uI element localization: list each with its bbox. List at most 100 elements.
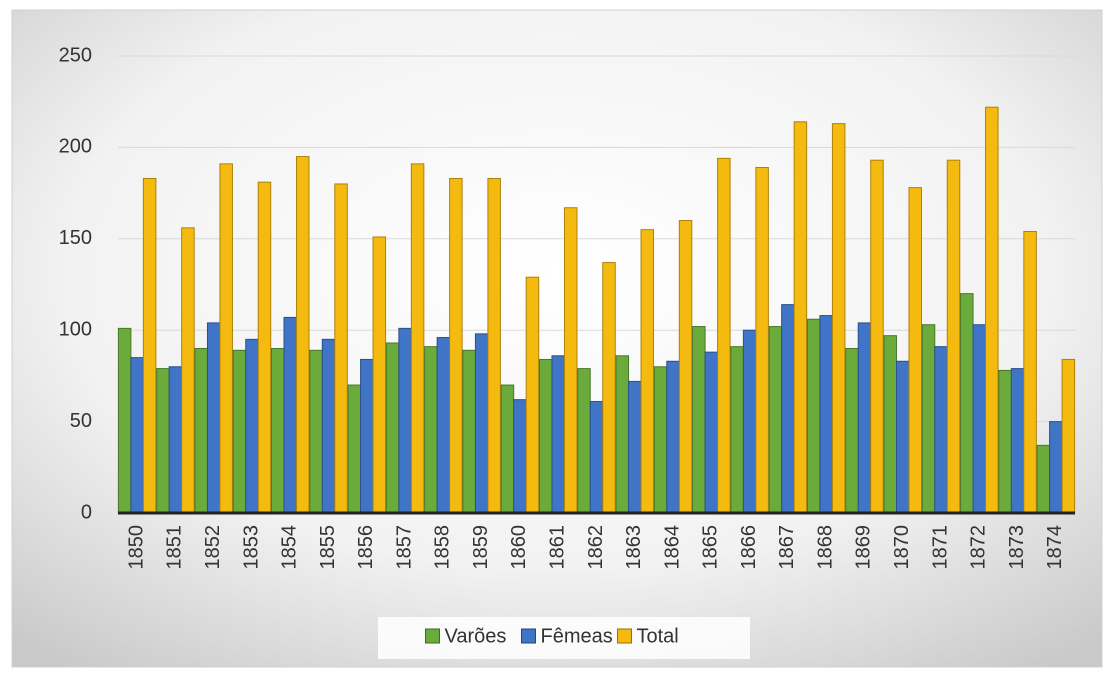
bar [921,324,936,514]
bar [309,349,323,514]
y-tick-label: 100 [59,318,92,340]
bar [181,227,195,514]
bar [360,358,374,514]
bar [934,346,948,514]
bar [857,322,872,514]
bar [424,346,438,514]
legend-swatch [425,628,440,644]
x-tick-label: 1861 [547,525,569,570]
bar [908,187,922,514]
x-tick-label: 1860 [508,525,530,570]
bar [781,304,795,514]
x-tick-label: 1854 [279,525,301,570]
x-tick-label: 1865 [700,525,722,570]
x-tick-label: 1852 [202,525,224,570]
bar [487,177,501,514]
legend-label: Fêmeas [541,625,613,647]
bar [831,123,846,514]
bar [372,236,387,514]
bar [436,337,451,514]
bar [845,347,859,514]
bar [883,335,897,514]
bar [283,316,298,514]
bar [563,207,578,514]
x-tick-label: 1871 [929,525,951,570]
bar [385,342,400,514]
bar [142,177,157,514]
x-tick-label: 1850 [125,525,147,570]
y-tick-label: 0 [81,501,92,523]
legend-label: Total [637,625,679,647]
x-tick-label: 1866 [738,525,760,570]
x-tick-label: 1870 [891,525,913,570]
x-tick-label: 1851 [164,525,186,570]
bar [551,355,565,514]
bar [525,276,540,514]
legend-swatch [617,628,632,644]
bar [347,384,362,514]
legend-label: Varões [445,625,507,647]
bar [985,106,999,514]
bar [398,327,412,514]
bar [117,327,132,514]
bar [704,351,719,514]
bar [156,368,170,514]
x-tick-label: 1853 [240,525,262,570]
bar [742,329,757,514]
bar [768,326,783,514]
y-tick-label: 250 [59,44,92,66]
bar [513,399,527,514]
bar [130,357,144,514]
x-tick-label: 1872 [968,525,990,570]
bar [793,121,808,514]
bar [628,380,642,514]
bar [321,338,336,514]
x-tick-label: 1868 [814,525,836,570]
bar [806,318,821,514]
bar [1049,421,1063,514]
bar [194,347,208,514]
bar [666,360,680,514]
y-tick-label: 150 [59,227,92,249]
bar [1010,368,1025,514]
bar [998,369,1012,514]
bar [206,322,221,514]
bar [678,220,693,514]
x-tick-label: 1869 [853,525,875,570]
x-tick-label: 1874 [1044,525,1066,570]
bar [602,262,616,514]
bar [271,347,285,514]
y-tick-label: 50 [70,410,92,432]
x-tick-label: 1864 [661,525,683,570]
x-tick-label: 1867 [776,525,798,570]
x-tick-label: 1856 [355,525,377,570]
bar [946,159,961,514]
bar [589,400,604,514]
bar [1023,230,1037,514]
bar [692,326,706,514]
bar [653,366,668,514]
bar [474,333,489,514]
x-tick-label: 1855 [317,525,339,570]
bar [577,368,591,514]
bar [755,167,769,514]
bar [245,338,259,514]
x-tick-label: 1863 [623,525,645,570]
bar [219,163,233,514]
bar [232,349,247,514]
bar [334,183,348,514]
y-tick-label: 200 [59,136,92,158]
bar [730,346,744,514]
bar [960,293,974,514]
x-tick-label: 1858 [432,525,454,570]
bar [895,360,910,514]
bar [257,181,272,514]
bar [449,177,463,514]
bar [1036,444,1051,514]
x-tick-label: 1859 [470,525,492,570]
bar [972,324,987,514]
legend-swatch [521,628,536,644]
bar [717,157,731,514]
bar [615,355,630,514]
x-tick-label: 1873 [1006,525,1028,570]
